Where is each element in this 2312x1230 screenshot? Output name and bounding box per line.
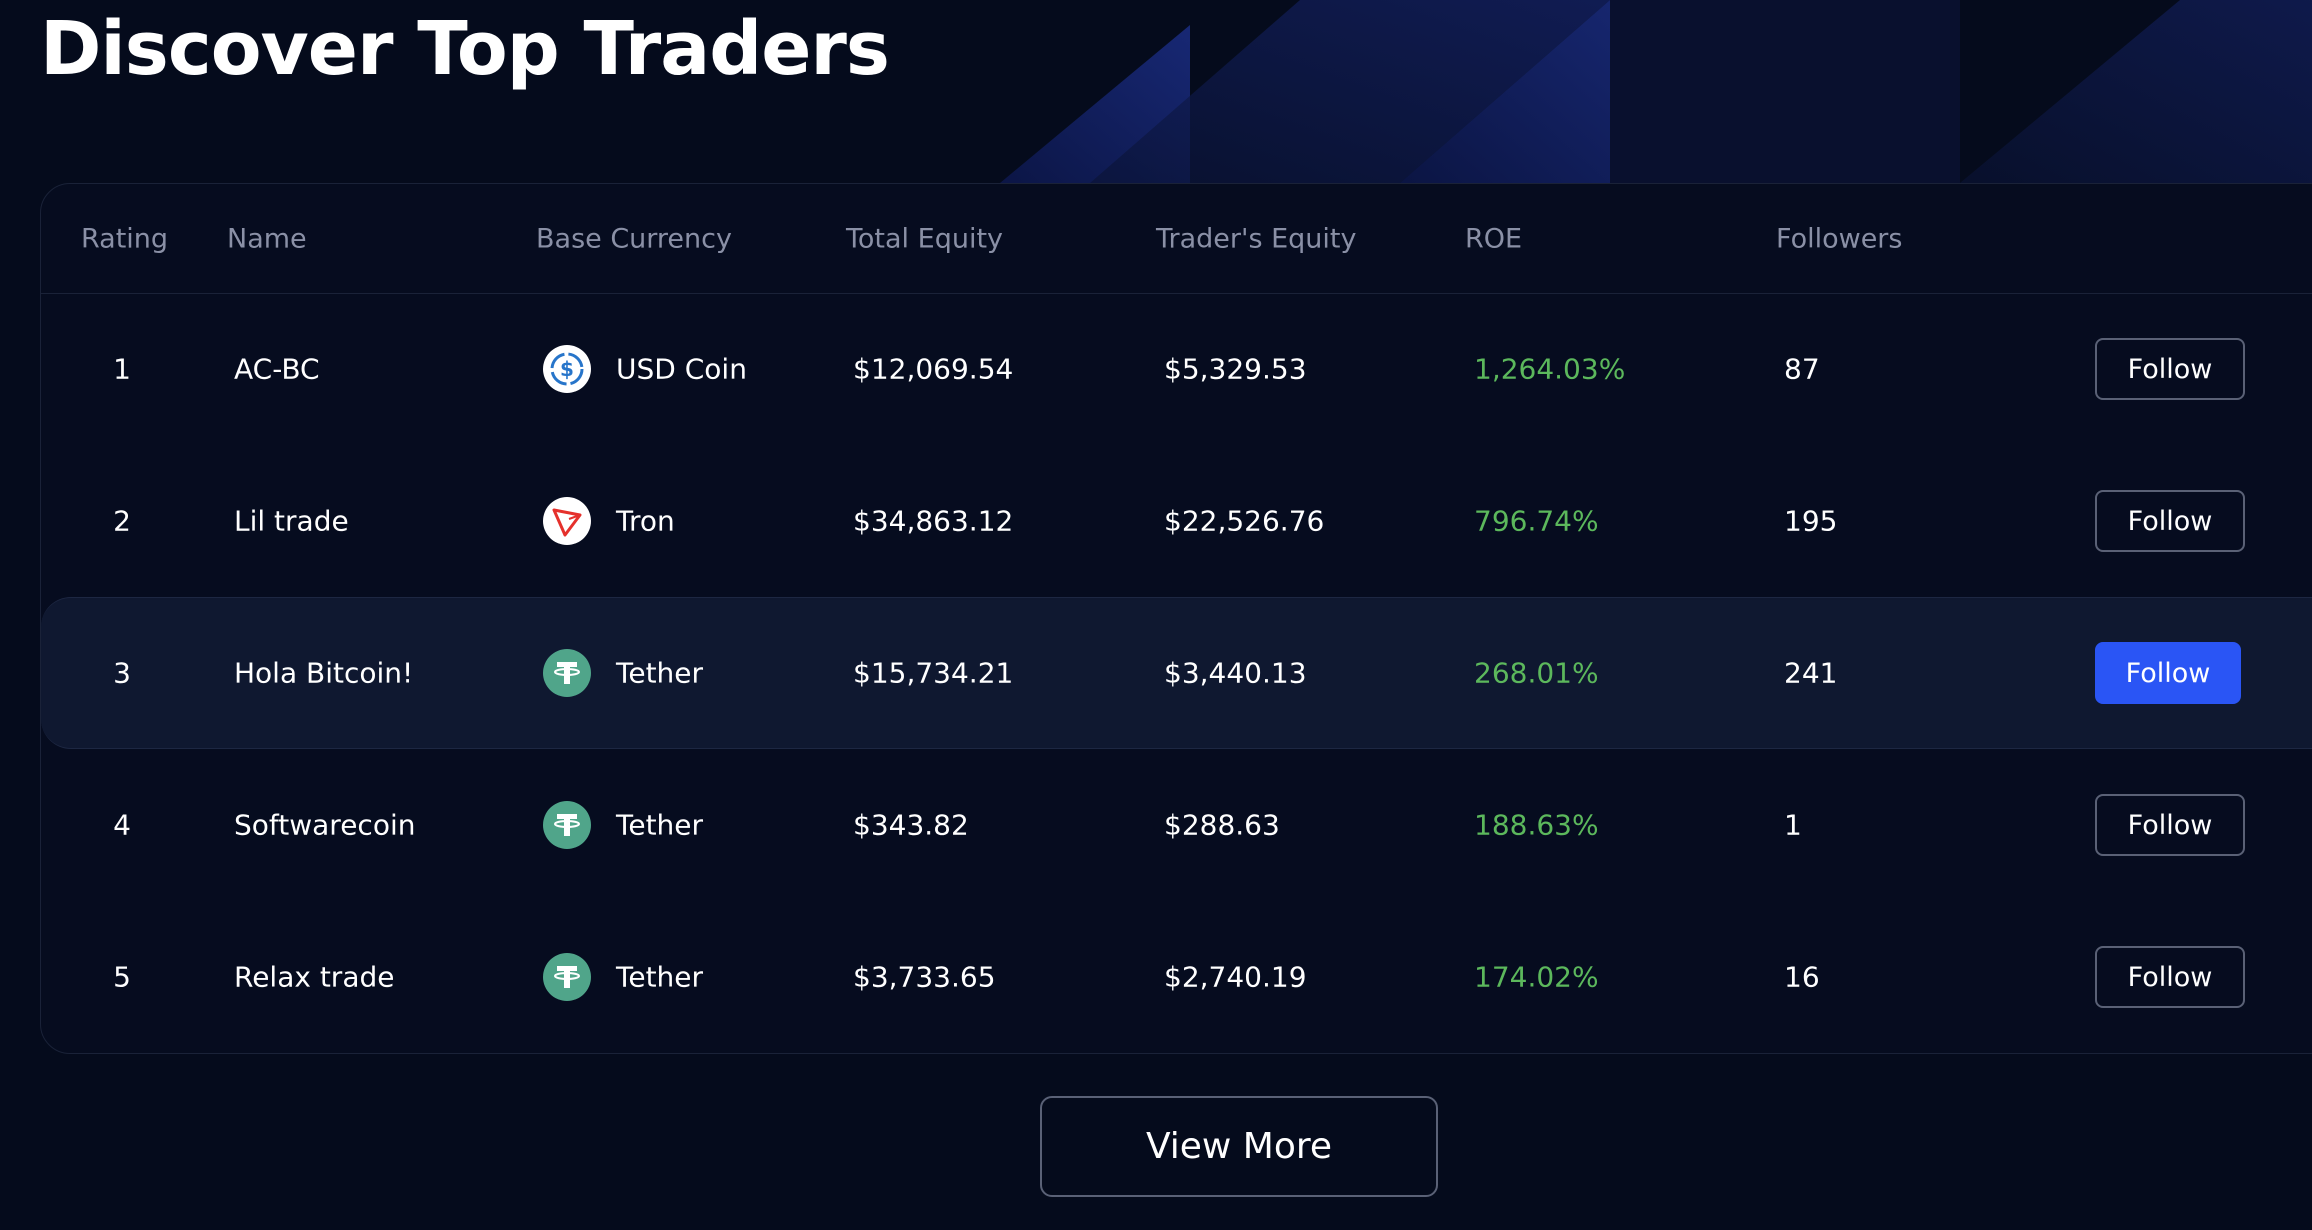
traders-equity: $3,440.13: [1164, 656, 1307, 690]
view-more-button[interactable]: View More: [1040, 1096, 1438, 1197]
follow-button[interactable]: Follow: [2095, 490, 2245, 552]
roe: 174.02%: [1474, 960, 1599, 994]
table-header: Rating Name Base Currency Total Equity Trade…: [41, 184, 2312, 294]
currency-name: Tether: [616, 808, 704, 842]
total-equity: $3,733.65: [853, 960, 996, 994]
trader-name: Relax trade: [234, 960, 395, 994]
followers: 87: [1784, 352, 1820, 386]
trader-name: Hola Bitcoin!: [234, 656, 414, 690]
table-row: 5 Relax trade Tether $3,733.65 $2,740.19 174.…: [41, 901, 2312, 1053]
followers: 1: [1784, 808, 1802, 842]
column-header: Name: [227, 223, 307, 254]
currency-name: Tether: [616, 960, 704, 994]
total-equity: $34,863.12: [853, 504, 1014, 538]
followers: 241: [1784, 656, 1838, 690]
rating: 5: [113, 960, 131, 994]
traders-equity: $22,526.76: [1164, 504, 1325, 538]
table-row: 4 Softwarecoin Tether $343.82 $288.63 188.63%…: [41, 749, 2312, 901]
follow-button[interactable]: Follow: [2095, 794, 2245, 856]
table-row: 1 AC-BC USD Coin $12,069.54 $5,329.53 1,264.0…: [41, 293, 2312, 445]
column-header: Followers: [1776, 223, 1903, 254]
rating: 2: [113, 504, 131, 538]
traders-equity: $288.63: [1164, 808, 1280, 842]
currency-icon: [543, 801, 591, 849]
roe: 1,264.03%: [1474, 352, 1626, 386]
table-row: 2 Lil trade Tron $34,863.12 $22,526.76 796.74…: [41, 445, 2312, 597]
column-header: Total Equity: [846, 223, 1004, 254]
currency-icon: [543, 953, 591, 1001]
trader-name: Lil trade: [234, 504, 349, 538]
rating: 1: [113, 352, 131, 386]
currency-name: Tron: [616, 504, 675, 538]
trader-name: AC-BC: [234, 352, 320, 386]
background-decoration: [1000, 0, 2312, 183]
roe: 268.01%: [1474, 656, 1599, 690]
follow-button[interactable]: Follow: [2095, 946, 2245, 1008]
follow-button[interactable]: Follow: [2095, 642, 2241, 704]
traders-equity: $2,740.19: [1164, 960, 1307, 994]
column-header: Base Currency: [536, 223, 732, 254]
column-header: Rating: [81, 223, 169, 254]
trader-name: Softwarecoin: [234, 808, 416, 842]
column-header: ROE: [1465, 223, 1523, 254]
followers: 195: [1784, 504, 1838, 538]
roe: 188.63%: [1474, 808, 1599, 842]
rating: 4: [113, 808, 131, 842]
currency-icon: [543, 497, 591, 545]
follow-button[interactable]: Follow: [2095, 338, 2245, 400]
page-title: Discover Top Traders: [40, 6, 890, 92]
total-equity: $343.82: [853, 808, 969, 842]
currency-name: USD Coin: [616, 352, 747, 386]
roe: 796.74%: [1474, 504, 1599, 538]
rating: 3: [113, 656, 131, 690]
table-row: 3 Hola Bitcoin! Tether $15,734.21 $3,440.13 2…: [41, 597, 2312, 749]
total-equity: $15,734.21: [853, 656, 1014, 690]
currency-icon: [543, 345, 591, 393]
followers: 16: [1784, 960, 1820, 994]
column-header: Trader's Equity: [1156, 223, 1357, 254]
total-equity: $12,069.54: [853, 352, 1014, 386]
traders-equity: $5,329.53: [1164, 352, 1307, 386]
currency-name: Tether: [616, 656, 704, 690]
traders-table: Rating Name Base Currency Total Equity Trade…: [40, 183, 2312, 1054]
currency-icon: [543, 649, 591, 697]
